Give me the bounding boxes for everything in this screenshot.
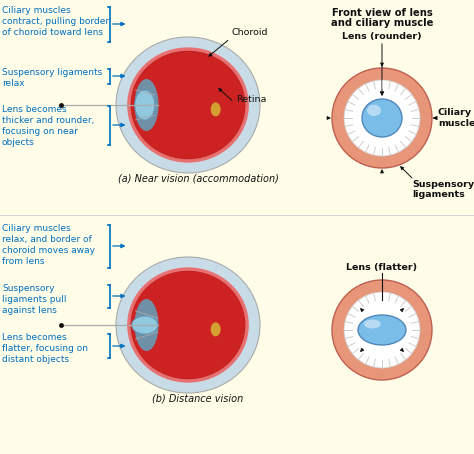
Circle shape <box>332 68 432 168</box>
Ellipse shape <box>362 99 402 137</box>
Text: Lens (rounder): Lens (rounder) <box>342 32 422 41</box>
Ellipse shape <box>135 90 155 120</box>
Circle shape <box>344 80 420 156</box>
Text: and ciliary muscle: and ciliary muscle <box>331 18 433 28</box>
Text: Ciliary
muscle: Ciliary muscle <box>438 109 474 128</box>
Ellipse shape <box>358 315 406 345</box>
Ellipse shape <box>210 322 221 336</box>
Circle shape <box>344 292 420 368</box>
Text: Suspensory
ligaments pull
against lens: Suspensory ligaments pull against lens <box>2 284 66 315</box>
Ellipse shape <box>210 102 221 116</box>
Ellipse shape <box>367 105 381 116</box>
Text: (b) Distance vision: (b) Distance vision <box>152 394 244 404</box>
Text: Choroid: Choroid <box>232 28 268 37</box>
Text: Lens (flatter): Lens (flatter) <box>346 263 418 272</box>
Circle shape <box>332 280 432 380</box>
Ellipse shape <box>135 299 158 351</box>
Text: Suspensory
ligaments: Suspensory ligaments <box>412 180 474 199</box>
Ellipse shape <box>116 37 260 173</box>
Text: Ciliary muscles
contract, pulling border
of choroid toward lens: Ciliary muscles contract, pulling border… <box>2 6 109 37</box>
Ellipse shape <box>130 50 246 159</box>
Ellipse shape <box>130 271 246 380</box>
Text: Retina: Retina <box>236 95 266 104</box>
Text: (a) Near vision (accommodation): (a) Near vision (accommodation) <box>118 173 278 183</box>
Text: Lens becomes
thicker and rounder,
focusing on near
objects: Lens becomes thicker and rounder, focusi… <box>2 105 94 147</box>
Text: Ciliary muscles
relax, and border of
choroid moves away
from lens: Ciliary muscles relax, and border of cho… <box>2 224 95 266</box>
Text: Suspensory ligaments
relax: Suspensory ligaments relax <box>2 68 102 88</box>
Text: Lens becomes
flatter, focusing on
distant objects: Lens becomes flatter, focusing on distan… <box>2 333 88 364</box>
Ellipse shape <box>116 257 260 393</box>
Text: Front view of lens: Front view of lens <box>332 8 432 18</box>
Ellipse shape <box>135 79 158 131</box>
Ellipse shape <box>364 320 381 329</box>
Ellipse shape <box>132 316 158 334</box>
